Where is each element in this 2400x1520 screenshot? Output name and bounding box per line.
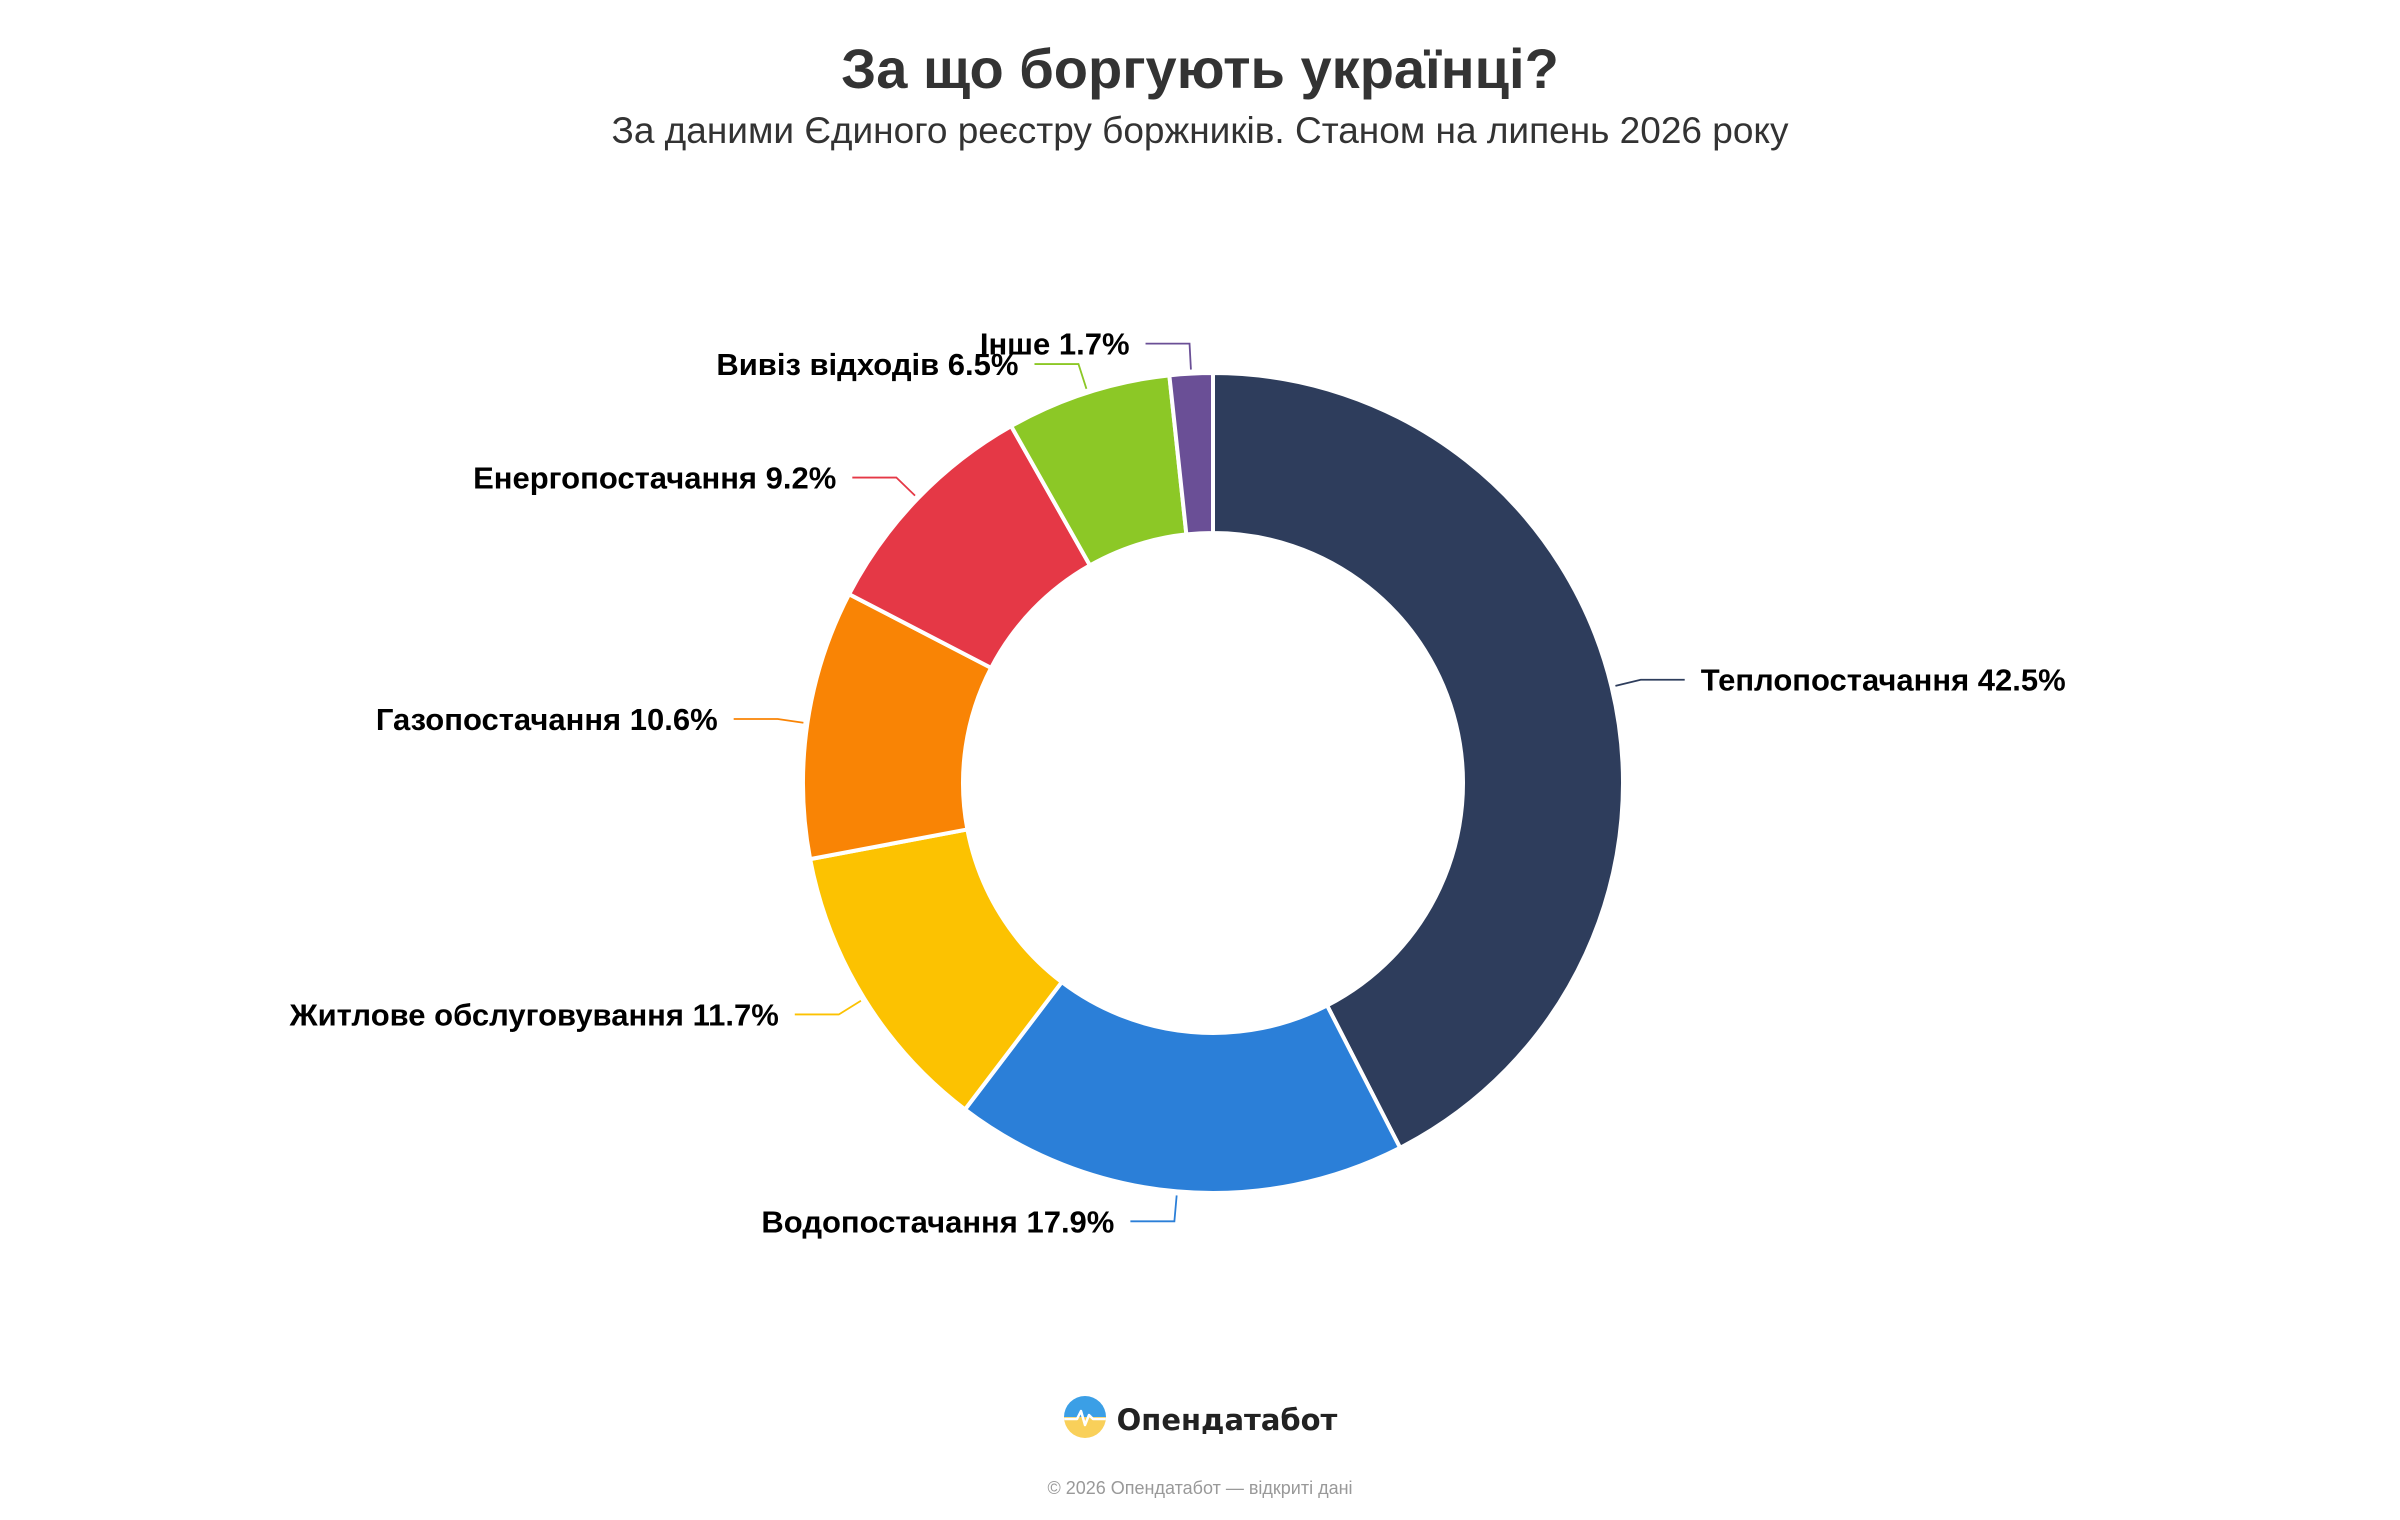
slice-label-0: Теплопостачання 42.5%: [1701, 663, 2066, 698]
chart-title: За що боргують українці?: [841, 37, 1559, 100]
slice-label-1: Водопостачання 17.9%: [761, 1204, 1114, 1239]
leader-line-0: [1615, 678, 1685, 687]
leader-line-4: [852, 476, 916, 497]
brand: Опендатабот: [0, 1395, 2400, 1444]
footer-note: © 2026 Опендатабот — відкриті дані: [1047, 1478, 1353, 1498]
leader-lines-layer: [733, 342, 1685, 1223]
donut-slice-6: [1167, 371, 1215, 537]
slices-layer: [801, 371, 1625, 1195]
slice-label-3: Газопостачання 10.6%: [376, 702, 718, 737]
donut-slice-1: [962, 980, 1403, 1195]
leader-line-1: [1130, 1195, 1178, 1223]
slice-label-2: Житлове обслуговування 11.7%: [289, 997, 779, 1032]
slice-label-5: Вивіз відходів 6.5%: [716, 347, 1018, 382]
donut-chart: Теплопостачання 42.5% Водопостачання 17.9…: [289, 327, 2066, 1240]
opendatabot-logo-icon: [1063, 1395, 1107, 1444]
leader-line-2: [794, 1000, 862, 1016]
leader-line-3: [733, 718, 804, 724]
brand-name: Опендатабот: [1116, 1402, 1338, 1437]
labels-layer: Теплопостачання 42.5% Водопостачання 17.9…: [289, 327, 2066, 1240]
leader-line-6: [1145, 342, 1192, 370]
chart-subtitle: За даними Єдиного реєстру боржників. Ста…: [611, 110, 1789, 151]
leader-line-5: [1034, 363, 1088, 390]
donut-slice-0: [1211, 371, 1625, 1150]
slice-label-6: Інше 1.7%: [980, 327, 1130, 362]
slice-label-4: Енергопостачання 9.2%: [473, 461, 836, 496]
